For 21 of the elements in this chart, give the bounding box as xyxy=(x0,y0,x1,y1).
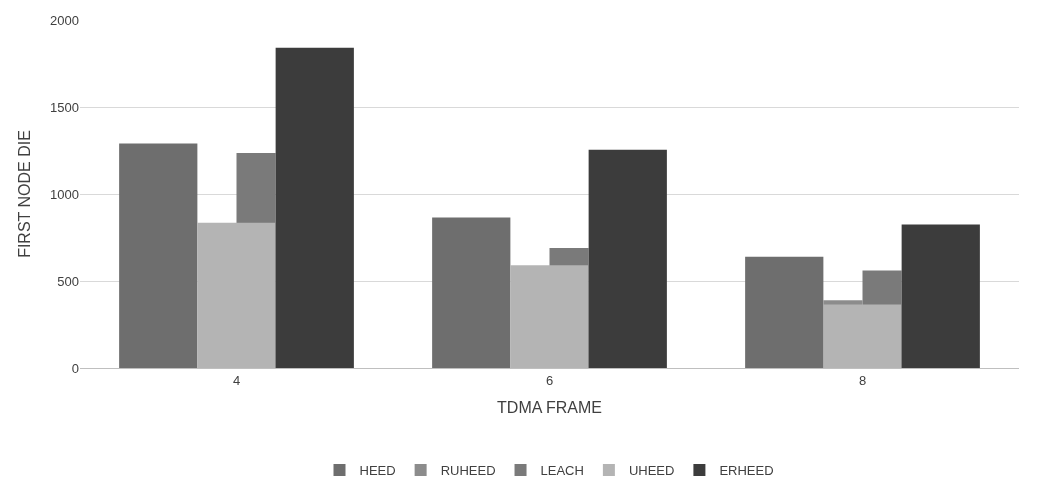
legend-label: UHEED xyxy=(628,463,675,479)
y-tick-label: 1000 xyxy=(50,186,79,202)
x-tick-label: 8 xyxy=(858,372,867,388)
legend-label: HEED xyxy=(359,463,396,479)
y-tick-label: 1500 xyxy=(50,99,79,115)
bar xyxy=(745,256,824,368)
legend-label: LEACH xyxy=(540,463,584,479)
legend-label: ERHEED xyxy=(719,463,774,479)
x-tick-label: 4 xyxy=(232,372,241,388)
x-tick-label: 6 xyxy=(545,372,554,388)
x-axis-title: TDMA FRAME xyxy=(497,399,602,417)
bar xyxy=(432,217,511,368)
bar xyxy=(275,47,354,368)
bar xyxy=(588,149,667,368)
y-tick-label: 500 xyxy=(57,273,79,289)
bar xyxy=(901,224,980,368)
y-tick-label: 2000 xyxy=(50,12,79,28)
legend-label: RUHEED xyxy=(440,463,496,479)
bar xyxy=(119,143,198,368)
y-axis-title: FIRST NODE DIE xyxy=(15,130,33,258)
y-tick-label: 0 xyxy=(71,360,79,376)
